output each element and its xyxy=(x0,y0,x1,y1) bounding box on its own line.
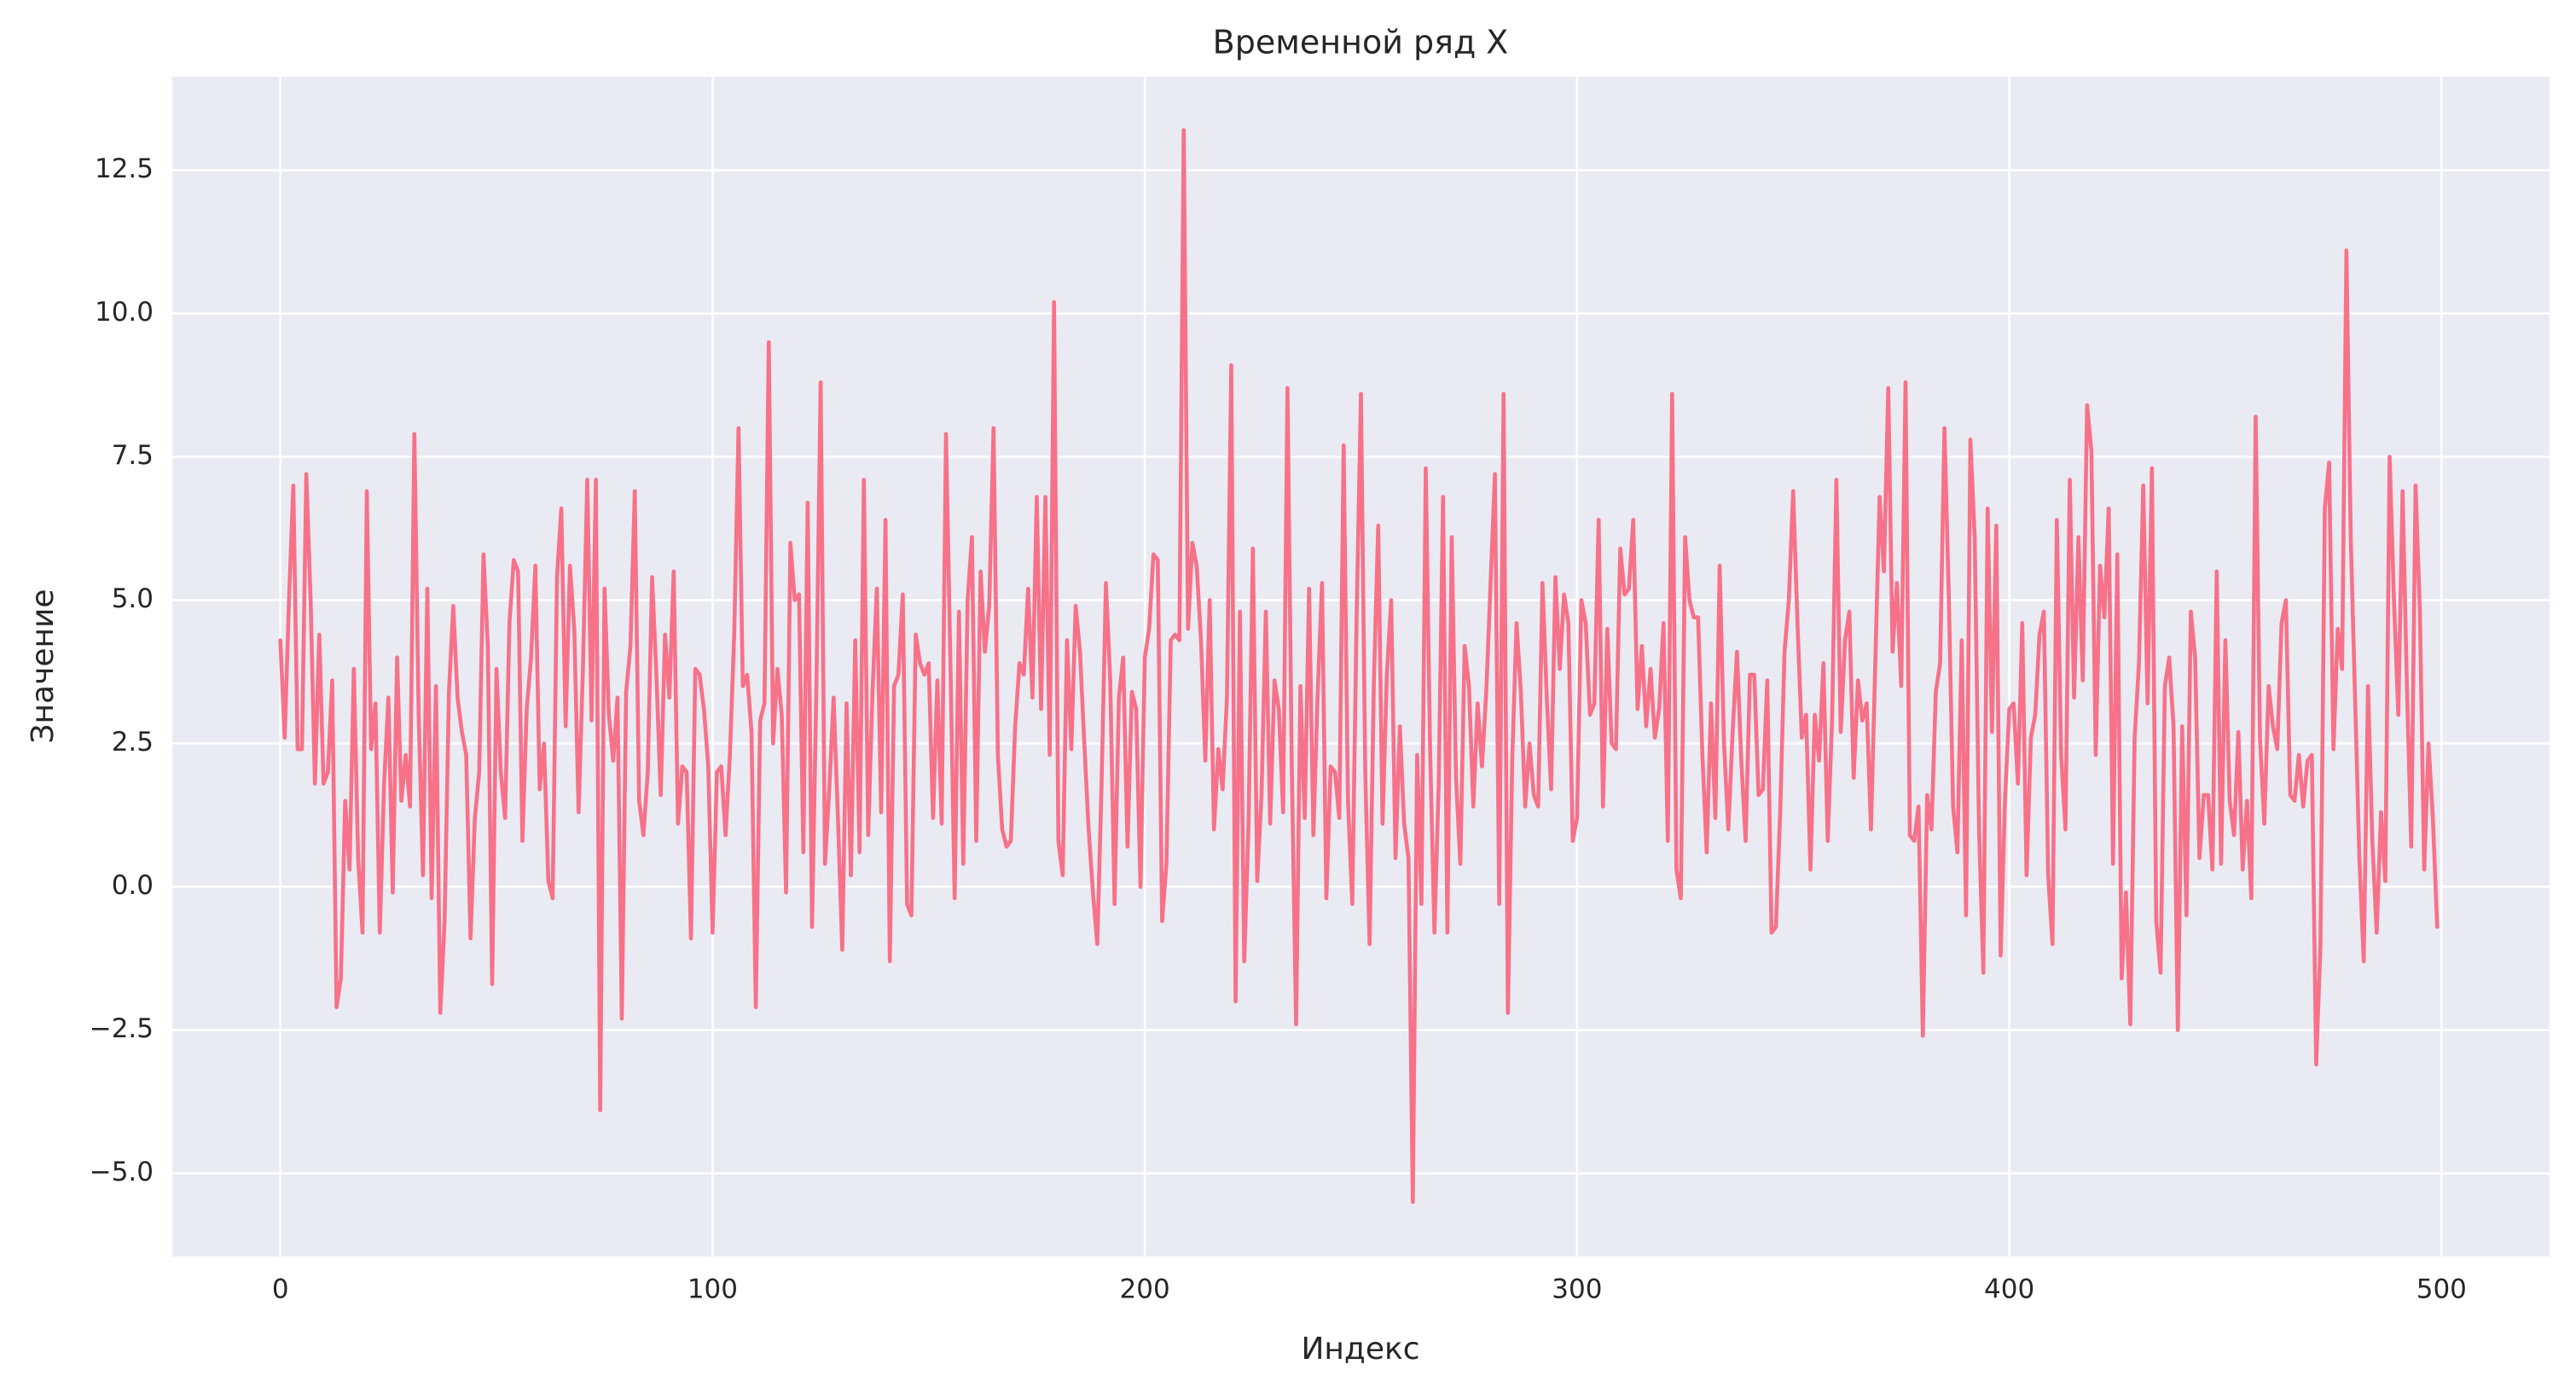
y-tick-label: 10.0 xyxy=(95,297,154,328)
y-tick-label: −5.0 xyxy=(90,1157,154,1187)
x-tick-label: 0 xyxy=(272,1274,289,1305)
x-tick-label: 500 xyxy=(2416,1274,2467,1305)
x-tick-label: 100 xyxy=(688,1274,738,1305)
y-tick-label: 2.5 xyxy=(112,727,154,757)
data-line xyxy=(278,128,2440,1204)
y-axis-label: Значение xyxy=(26,589,61,743)
x-tick-label: 200 xyxy=(1120,1274,1170,1305)
y-tick-label: 7.5 xyxy=(112,440,154,471)
x-tick-label: 300 xyxy=(1552,1274,1602,1305)
y-tick-label: −2.5 xyxy=(90,1013,154,1044)
y-tick-label: 12.5 xyxy=(95,154,154,184)
chart-title: Временной ряд X xyxy=(1213,24,1509,61)
x-tick-label: 400 xyxy=(1984,1274,2034,1305)
y-tick-label: 5.0 xyxy=(112,583,154,614)
y-tick-label: 0.0 xyxy=(112,870,154,901)
x-axis-label: Индекс xyxy=(1301,1332,1419,1367)
